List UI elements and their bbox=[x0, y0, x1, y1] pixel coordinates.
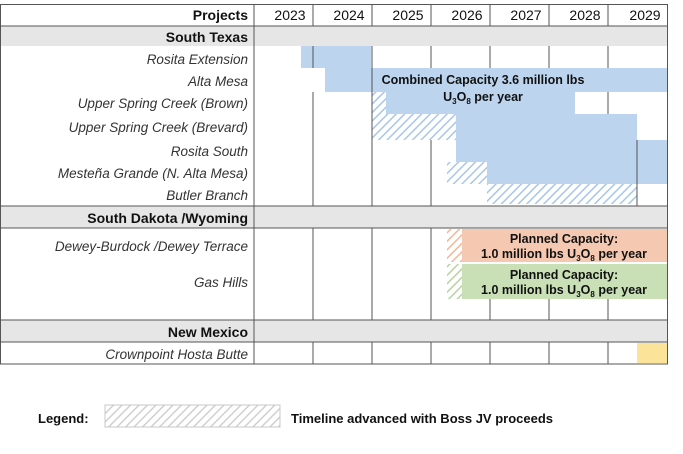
bar-gas-hills bbox=[462, 264, 668, 299]
bar-usc-brevard bbox=[456, 114, 637, 140]
project-name: Rosita Extension bbox=[147, 52, 248, 67]
region-name-south-dakota-wyoming: South Dakota /Wyoming bbox=[87, 210, 248, 226]
grid-horizontal bbox=[0, 4, 668, 365]
project-name: Dewey-Burdock /Dewey Terrace bbox=[55, 239, 248, 254]
region-band-new-mexico bbox=[0, 320, 668, 342]
projects-header: Projects bbox=[193, 7, 248, 23]
bar-usc-brevard-advanced bbox=[372, 114, 456, 140]
bar-gas-hills-advanced bbox=[447, 264, 462, 299]
project-name: Mesteña Grande (N. Alta Mesa) bbox=[58, 166, 248, 181]
bar-crownpoint bbox=[637, 343, 667, 363]
region-name-new-mexico: New Mexico bbox=[168, 324, 248, 340]
bar-dewey bbox=[462, 229, 668, 262]
gas-hills-capacity-line2: 1.0 million lbs U3O8 per year bbox=[481, 283, 647, 299]
south-texas-capacity-line2: U3O8 per year bbox=[443, 90, 523, 106]
year-label: 2025 bbox=[392, 7, 423, 23]
dewey-capacity-line1: Planned Capacity: bbox=[510, 232, 618, 246]
bar-usc-brown bbox=[386, 92, 575, 114]
project-name: Butler Branch bbox=[166, 188, 248, 203]
project-name: Upper Spring Creek (Brown) bbox=[78, 96, 248, 111]
bar-rosita-extension bbox=[301, 46, 371, 68]
project-name: Gas Hills bbox=[194, 275, 248, 290]
year-label: 2024 bbox=[333, 7, 364, 23]
bar-dewey-advanced bbox=[447, 229, 462, 262]
legend-description: Timeline advanced with Boss JV proceeds bbox=[291, 411, 553, 426]
project-name: Crownpoint Hosta Butte bbox=[105, 347, 248, 362]
legend-label: Legend: bbox=[38, 411, 89, 426]
grid-vertical bbox=[0, 4, 668, 364]
gas-hills-capacity-line1: Planned Capacity: bbox=[510, 268, 618, 282]
project-name: Alta Mesa bbox=[187, 74, 249, 89]
bar-mestena-grande bbox=[487, 162, 668, 184]
bar-rosita-south bbox=[456, 140, 668, 162]
region-name-south-texas: South Texas bbox=[166, 29, 248, 45]
legend-hatch-swatch bbox=[104, 404, 281, 428]
dewey-capacity-line2: 1.0 million lbs U3O8 per year bbox=[481, 247, 647, 263]
bar-alta-mesa bbox=[325, 68, 668, 92]
bar-butler-branch-advanced bbox=[487, 184, 637, 204]
year-label: 2026 bbox=[451, 7, 482, 23]
year-label: 2028 bbox=[569, 7, 600, 23]
year-label: 2029 bbox=[629, 7, 660, 23]
region-band-south-texas bbox=[0, 26, 668, 46]
project-name: Rosita South bbox=[171, 144, 248, 159]
year-label: 2027 bbox=[510, 7, 541, 23]
bar-mestena-grande-advanced bbox=[447, 162, 487, 184]
year-label: 2023 bbox=[274, 7, 305, 23]
bar-usc-brown-advanced bbox=[372, 92, 386, 114]
south-texas-capacity-line1: Combined Capacity 3.6 million lbs bbox=[382, 73, 585, 87]
project-name: Upper Spring Creek (Brevard) bbox=[69, 120, 248, 135]
region-band-south-dakota-wyoming bbox=[0, 206, 668, 228]
